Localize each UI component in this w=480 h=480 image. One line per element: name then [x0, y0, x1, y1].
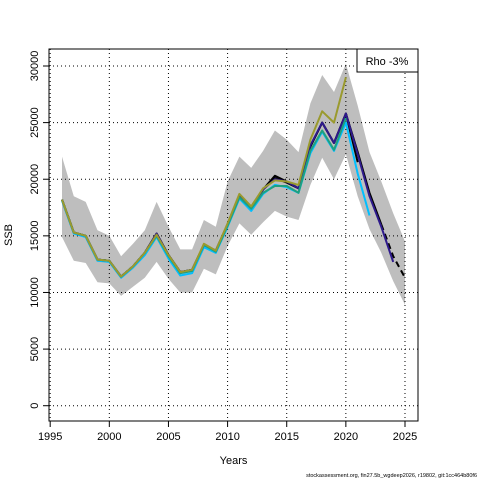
- x-tick-label: 2015: [274, 431, 298, 443]
- x-tick-label: 2020: [334, 431, 358, 443]
- x-tick-label: 2010: [215, 431, 239, 443]
- footer-source: stockassessment.org, fin27.5b_wgdeep2026…: [306, 473, 477, 479]
- y-tick-label: 10000: [29, 277, 41, 308]
- x-axis-title: Years: [220, 455, 248, 467]
- confidence-band: [62, 63, 405, 305]
- y-tick-label: 0: [29, 403, 41, 409]
- series-line-7: [61, 77, 347, 278]
- y-tick-label: 20000: [29, 164, 41, 195]
- grid-layer: [49, 49, 418, 421]
- axis-layer: 1995 2000 2005 2010 2015 2020 2025 0 5000 10000 15…: [29, 51, 417, 443]
- series-layer: [61, 77, 406, 279]
- confidence-band-layer: [62, 63, 405, 305]
- legend-box: [356, 48, 419, 73]
- y-tick-label: 30000: [29, 51, 41, 82]
- x-tick-label: 2025: [393, 431, 417, 443]
- y-tick-label: 5000: [29, 337, 41, 361]
- x-tick-label: 1995: [38, 431, 62, 443]
- y-tick-label: 25000: [29, 107, 41, 138]
- series-line-2: [380, 224, 406, 279]
- legend: Rho -3%: [356, 48, 419, 73]
- plot-frame: [48, 48, 419, 422]
- y-axis-title: SSB: [3, 224, 15, 246]
- y-tick-label: 15000: [29, 221, 41, 252]
- legend-label: Rho -3%: [366, 56, 409, 68]
- x-tick-label: 2005: [156, 431, 180, 443]
- x-tick-label: 2000: [97, 431, 121, 443]
